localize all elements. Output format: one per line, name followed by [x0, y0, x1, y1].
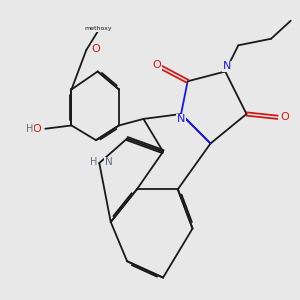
Text: H: H [90, 158, 97, 167]
Text: O: O [32, 124, 41, 134]
Text: H: H [26, 124, 34, 134]
Text: N: N [223, 61, 231, 71]
Text: N: N [177, 114, 185, 124]
Text: N: N [105, 158, 112, 167]
Text: O: O [92, 44, 100, 54]
Text: O: O [280, 112, 289, 122]
Text: O: O [152, 60, 161, 70]
Text: methoxy: methoxy [84, 26, 112, 31]
